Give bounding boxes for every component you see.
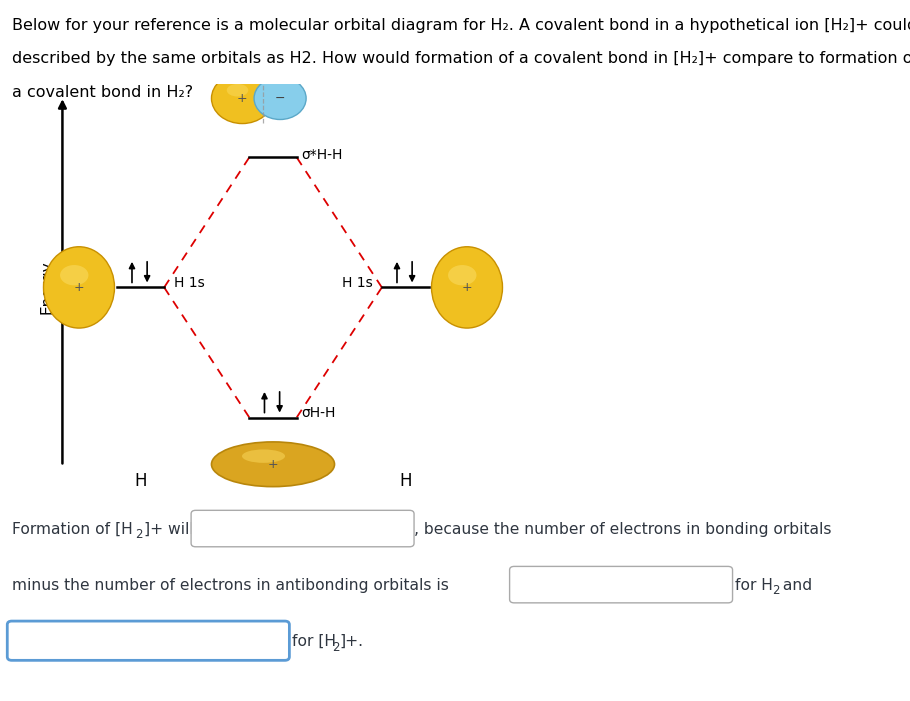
- Text: σ*H-H: σ*H-H: [301, 149, 343, 162]
- Text: described by the same orbitals as H2. How would formation of a covalent bond in : described by the same orbitals as H2. Ho…: [12, 51, 910, 66]
- Text: H: H: [135, 472, 147, 489]
- Ellipse shape: [242, 449, 285, 463]
- Text: Energy: Energy: [39, 261, 55, 314]
- Text: σH-H: σH-H: [301, 407, 336, 421]
- Text: [ Select ]: [ Select ]: [223, 522, 293, 537]
- Text: Below for your reference is a molecular orbital diagram for H₂. A covalent bond : Below for your reference is a molecular …: [12, 18, 910, 32]
- Text: H-H: H-H: [258, 472, 288, 489]
- Ellipse shape: [211, 442, 335, 486]
- Text: 2: 2: [135, 529, 142, 541]
- Text: +: +: [461, 281, 472, 294]
- Text: [ Select ]: [ Select ]: [35, 634, 105, 649]
- Text: ▲: ▲: [708, 581, 715, 590]
- Text: ▼: ▼: [265, 646, 272, 654]
- Text: ▲: ▲: [265, 637, 272, 646]
- Text: ]+ will be: ]+ will be: [144, 522, 217, 537]
- Text: ]+.: ]+.: [339, 634, 363, 649]
- Text: −: −: [275, 92, 286, 105]
- Text: +: +: [237, 92, 248, 105]
- Text: minus the number of electrons in antibonding orbitals is: minus the number of electrons in antibon…: [12, 578, 449, 593]
- Text: ▼: ▼: [389, 533, 397, 542]
- Text: ▼: ▼: [708, 590, 715, 598]
- Text: [ Select ]: [ Select ]: [541, 578, 612, 593]
- Text: and: and: [778, 578, 812, 593]
- Text: for [H: for [H: [292, 634, 336, 649]
- Text: 2: 2: [332, 641, 339, 653]
- Ellipse shape: [431, 247, 502, 328]
- Text: +: +: [74, 281, 85, 294]
- Text: 2: 2: [772, 585, 779, 597]
- Text: H: H: [399, 472, 411, 489]
- Text: a covalent bond in H₂?: a covalent bond in H₂?: [12, 85, 193, 100]
- Text: +: +: [268, 458, 278, 471]
- Text: for H: for H: [735, 578, 774, 593]
- Text: , because the number of electrons in bonding orbitals: , because the number of electrons in bon…: [414, 522, 832, 537]
- Text: H 1s: H 1s: [341, 276, 372, 290]
- Ellipse shape: [448, 265, 477, 285]
- Ellipse shape: [44, 247, 115, 328]
- Ellipse shape: [227, 84, 248, 97]
- Ellipse shape: [60, 265, 88, 285]
- Ellipse shape: [211, 73, 273, 123]
- Text: Formation of [H: Formation of [H: [12, 522, 133, 537]
- Text: ▲: ▲: [389, 525, 397, 533]
- Ellipse shape: [254, 77, 306, 119]
- Text: H 1s: H 1s: [174, 276, 205, 290]
